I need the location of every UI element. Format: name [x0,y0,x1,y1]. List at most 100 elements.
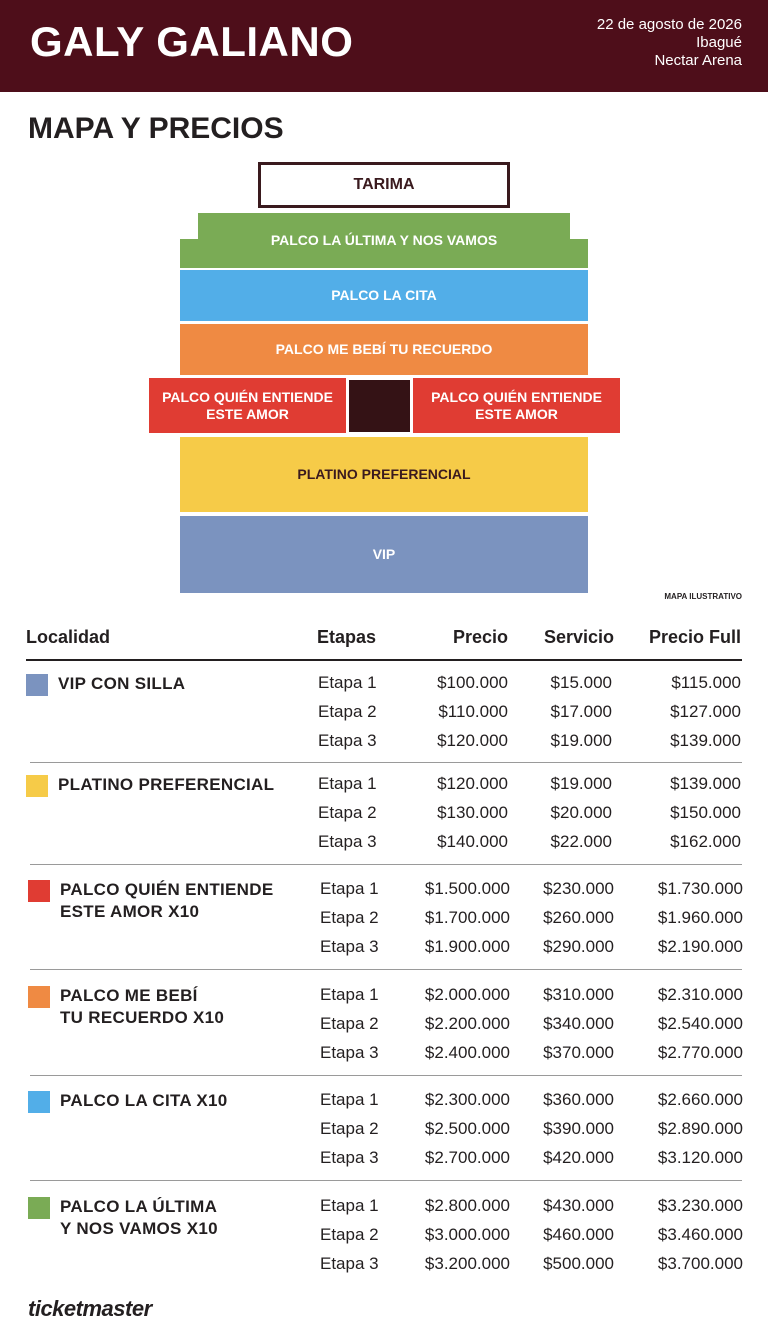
stage-cell: Etapa 2 [320,1119,379,1138]
price-cell: $2.500.000 [424,1119,510,1138]
stage-cell: Etapa 3 [320,1148,379,1167]
table-row: Etapa 3 $140.000 $22.000 $162.000 [0,832,768,861]
price-cell: $120.000 [437,774,508,793]
stage-cell: Etapa 1 [318,673,377,692]
full-price-cell: $1.960.000 [657,908,743,927]
service-cell: $15.000 [550,673,612,692]
map-zone-vip: VIP [180,516,588,593]
full-price-cell: $3.120.000 [657,1148,743,1167]
stage-cell: Etapa 1 [320,1090,379,1109]
color-swatch [26,775,48,797]
col-header-precio: Precio [452,627,508,647]
price-cell: $3.000.000 [424,1225,510,1244]
localidad-name: PALCO ME BEBÍ TU RECUERDO X10 [60,986,225,1027]
col-header-etapas: Etapas [317,627,377,647]
full-price-cell: $2.770.000 [657,1043,743,1062]
full-price-cell: $3.460.000 [657,1225,743,1244]
full-price-cell: $2.660.000 [657,1090,743,1109]
price-cell: $2.200.000 [424,1014,510,1033]
service-cell: $230.000 [543,879,614,898]
price-cell: $2.800.000 [424,1196,510,1215]
group-separator [30,969,742,970]
service-cell: $19.000 [550,731,612,750]
stage-cell: Etapa 3 [318,832,377,851]
price-cell: $1.700.000 [424,908,510,927]
full-price-cell: $150.000 [670,803,741,822]
full-price-cell: $1.730.000 [657,879,743,898]
table-row: Etapa 3 $120.000 $19.000 $139.000 [0,731,768,760]
full-price-cell: $3.230.000 [657,1196,743,1215]
stage-cell: Etapa 1 [320,985,379,1004]
price-cell: $2.000.000 [424,985,510,1004]
service-cell: $20.000 [550,803,612,822]
stage-cell: Etapa 1 [318,774,377,793]
full-price-cell: $139.000 [670,731,741,750]
table-row: Etapa 1 $100.000 $15.000 $115.000 [0,673,768,702]
service-cell: $310.000 [543,985,614,1004]
service-cell: $370.000 [543,1043,614,1062]
group-separator [30,1075,742,1076]
table-row: Etapa 2 $110.000 $17.000 $127.000 [0,702,768,731]
event-venue: Nectar Arena [654,52,742,69]
map-center-block [349,380,410,432]
color-swatch [28,880,50,902]
table-row: Etapa 2 $2.200.000 $340.000 $2.540.000 [0,1014,768,1043]
price-cell: $120.000 [437,731,508,750]
stage-cell: Etapa 2 [320,1014,379,1033]
price-cell: $2.300.000 [424,1090,510,1109]
stage-cell: Etapa 3 [320,1254,379,1273]
full-price-cell: $2.890.000 [657,1119,743,1138]
localidad-name: PLATINO PREFERENCIAL [58,775,275,794]
color-swatch [28,986,50,1008]
map-zone-red-left: PALCO QUIÉN ENTIENDE ESTE AMOR [149,378,346,433]
service-cell: $420.000 [543,1148,614,1167]
full-price-cell: $2.540.000 [657,1014,743,1033]
service-cell: $430.000 [543,1196,614,1215]
map-zone-green-shape [180,213,588,268]
event-info: 22 de agosto de 2026 Ibagué Nectar Arena [597,16,742,70]
table-row: Etapa 1 $2.800.000 $430.000 $3.230.000 [0,1196,768,1225]
table-row: Etapa 1 $2.000.000 $310.000 $2.310.000 [0,985,768,1014]
col-header-precio-full: Precio Full [648,627,741,647]
service-cell: $22.000 [550,832,612,851]
group-separator [30,864,742,865]
table-row: Etapa 2 $3.000.000 $460.000 $3.460.000 [0,1225,768,1254]
table-row: Etapa 3 $1.900.000 $290.000 $2.190.000 [0,937,768,966]
stage-cell: Etapa 3 [320,937,379,956]
full-price-cell: $115.000 [671,673,741,692]
service-cell: $500.000 [543,1254,614,1273]
map-zone-green-label: PALCO LA ÚLTIMA Y NOS VAMOS [270,232,498,248]
section-title: MAPA Y PRECIOS [28,112,284,145]
table-row: Etapa 2 $2.500.000 $390.000 $2.890.000 [0,1119,768,1148]
localidad-name: PALCO LA ÚLTIMA Y NOS VAMOS X10 [60,1197,218,1238]
stage-cell: Etapa 3 [318,731,377,750]
service-cell: $460.000 [543,1225,614,1244]
localidad-name: PALCO QUIÉN ENTIENDE ESTE AMOR X10 [60,880,274,921]
price-cell: $140.000 [437,832,508,851]
localidad-name: VIP CON SILLA [58,674,186,693]
header-rule [26,659,742,661]
localidad-name: PALCO LA CITA X10 [60,1091,228,1110]
table-row: Etapa 2 $1.700.000 $260.000 $1.960.000 [0,908,768,937]
table-row: Etapa 3 $3.200.000 $500.000 $3.700.000 [0,1254,768,1283]
service-cell: $340.000 [543,1014,614,1033]
stage-cell: Etapa 2 [318,803,377,822]
group-separator [30,762,742,763]
col-header-servicio: Servicio [543,627,614,647]
artist-name: GALY GALIANO [30,18,354,65]
event-date: 22 de agosto de 2026 [596,16,742,33]
price-cell: $130.000 [437,803,508,822]
price-cell: $1.900.000 [424,937,510,956]
ticketmaster-logo: ticketmaster [28,1296,152,1321]
table-row: Etapa 3 $2.400.000 $370.000 $2.770.000 [0,1043,768,1072]
service-cell: $390.000 [543,1119,614,1138]
map-zone-orange: PALCO ME BEBÍ TU RECUERDO [180,324,588,375]
stage-cell: Etapa 2 [318,702,377,721]
stage-cell: Etapa 2 [320,908,379,927]
service-cell: $17.000 [550,702,612,721]
stage-cell: Etapa 3 [320,1043,379,1062]
full-price-cell: $162.000 [670,832,741,851]
full-price-cell: $2.190.000 [657,937,743,956]
table-row: Etapa 2 $130.000 $20.000 $150.000 [0,803,768,832]
stage-cell: Etapa 1 [320,879,379,898]
